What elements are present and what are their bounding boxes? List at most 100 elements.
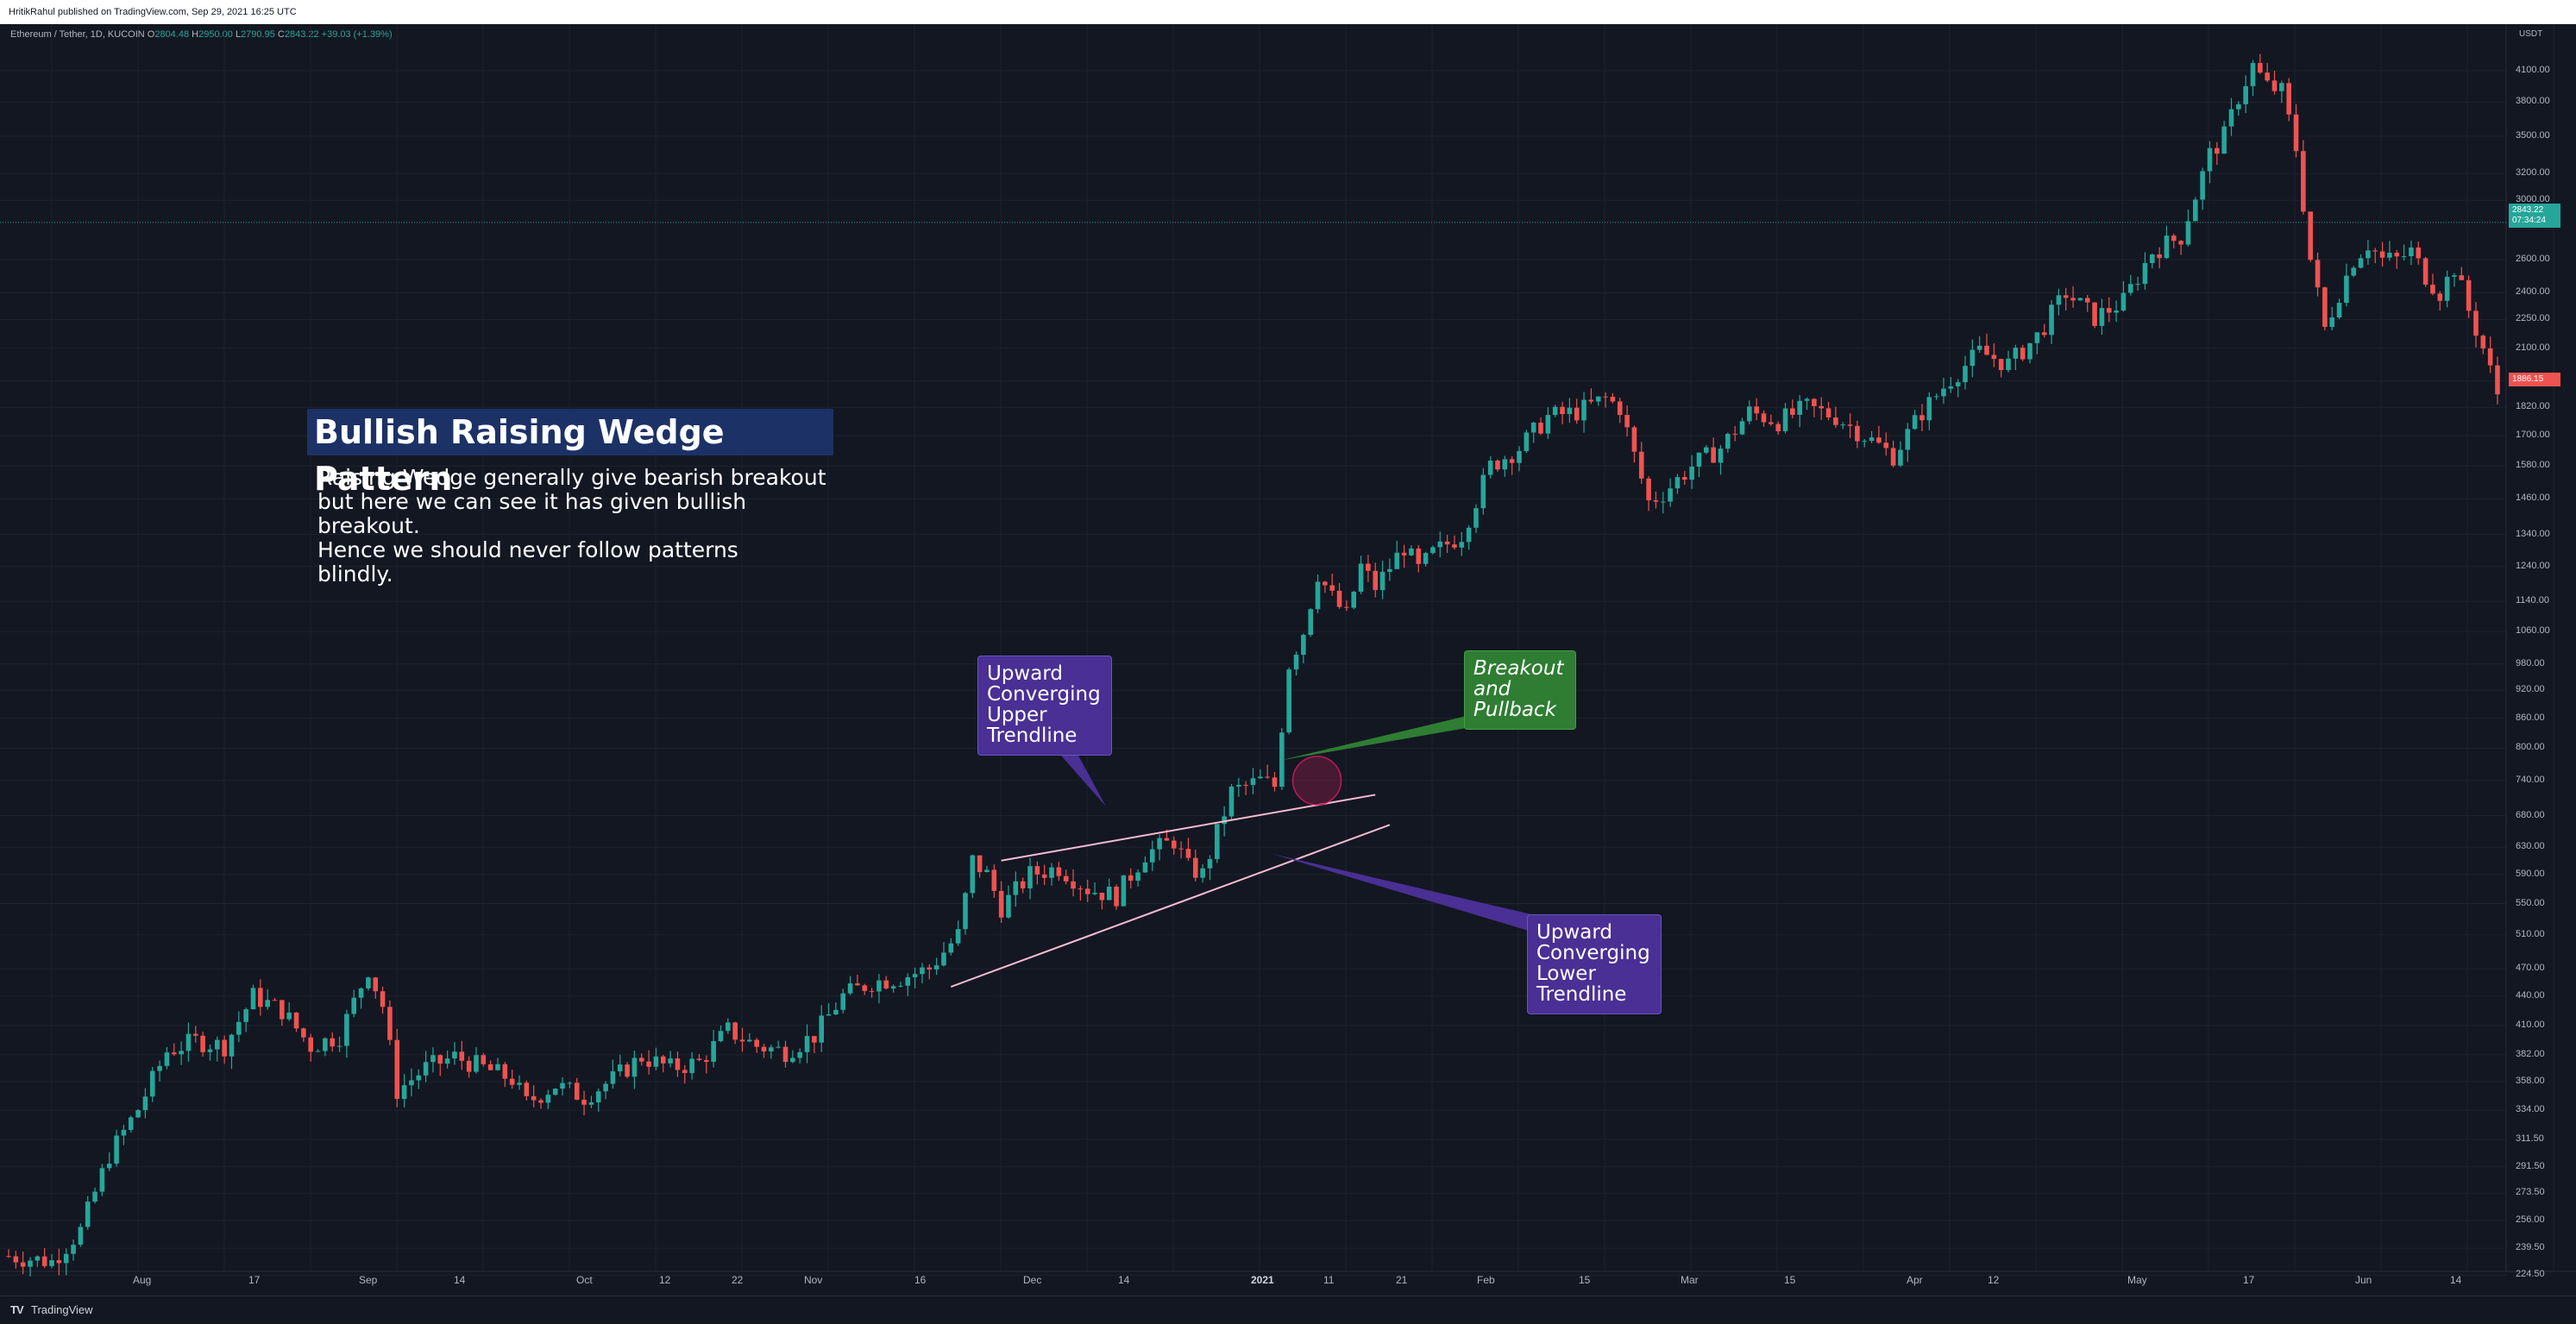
publisher-text: HritikRahul published on TradingView.com… [9, 7, 297, 17]
candle-body [631, 1057, 638, 1077]
x-tick-label: 14 [454, 1274, 466, 1286]
candle-body [2336, 303, 2342, 318]
candle-body [92, 1191, 97, 1202]
x-tick-label: Mar [1681, 1274, 1699, 1286]
candle-body [1373, 570, 1379, 591]
candle-body [1624, 415, 1630, 428]
candle-body [2329, 317, 2335, 328]
candle-body [638, 1057, 644, 1062]
x-tick-label: 2021 [1251, 1274, 1274, 1286]
candle-body [1984, 345, 1989, 355]
candle-body [668, 1058, 673, 1064]
candle-body [1336, 590, 1342, 607]
candle-body [1617, 401, 1623, 416]
candle-body [2178, 241, 2183, 245]
x-tick-label: 17 [248, 1274, 261, 1286]
candle-body [1157, 838, 1162, 850]
candle-body [2215, 147, 2220, 154]
candle-body [265, 1000, 270, 1007]
candle-body [1171, 840, 1177, 849]
candle-body [1286, 669, 1291, 733]
lower-trendline-callout[interactable]: Upward Converging Lower Trendline [1527, 914, 1662, 1014]
upper-trendline-callout[interactable]: Upward Converging Upper Trendline [977, 656, 1112, 756]
callout-line: Upper [987, 704, 1047, 726]
price-chart[interactable] [0, 24, 2576, 1296]
breakout-callout[interactable]: Breakout and Pullback [1464, 650, 1576, 730]
y-tick-label: 273.50 [2516, 1187, 2545, 1198]
y-tick-label: 1240.00 [2516, 560, 2550, 571]
candle-body [545, 1095, 551, 1103]
candle-body [1502, 459, 1508, 470]
candle-body [149, 1070, 155, 1097]
description-line: Hence we should never follow patterns [317, 537, 738, 562]
candle-body [1452, 544, 1457, 548]
candle-body [739, 1039, 745, 1042]
y-tick-label: 470.00 [2516, 963, 2545, 974]
y-tick-label: 3000.00 [2516, 194, 2550, 205]
candle-body [1804, 398, 1810, 401]
candle-body [1775, 424, 1781, 431]
candle-body [207, 1049, 213, 1052]
candle-body [215, 1039, 220, 1050]
candle-body [1747, 406, 1752, 422]
candle-body [366, 977, 371, 988]
candle-body [71, 1245, 76, 1254]
candle-body [1409, 548, 1414, 555]
candle-body [1890, 448, 1896, 466]
candle-body [481, 1055, 487, 1064]
symbol-name: Ethereum / Tether, 1D, KUCOIN [10, 29, 145, 40]
breakout-highlight-circle [1291, 756, 1342, 806]
trendline-lower[interactable] [950, 824, 1391, 988]
lower-callout-pointer [1272, 854, 1531, 932]
candle-body [1078, 888, 1084, 890]
candle-body [718, 1031, 724, 1042]
y-tick-label: 550.00 [2516, 897, 2545, 908]
candle-body [1653, 499, 1659, 502]
candle-body [1545, 415, 1551, 434]
candle-body [2422, 258, 2428, 286]
candle-body [1689, 467, 1694, 480]
pattern-title[interactable]: Bullish Raising Wedge Pattern [307, 409, 833, 498]
candle-body [1215, 824, 1220, 859]
candle-body [1293, 655, 1299, 670]
candle-body [1092, 893, 1097, 894]
low-label: L [235, 29, 242, 40]
trendline-upper[interactable] [1001, 794, 1376, 862]
candle-body [675, 1058, 681, 1070]
candle-body [711, 1041, 716, 1063]
candle-body [437, 1055, 443, 1064]
candle-body [1696, 452, 1702, 467]
open-label: O [147, 29, 155, 40]
x-tick-label: 22 [732, 1274, 744, 1286]
candle-body [49, 1260, 54, 1266]
brand-name[interactable]: TradingView [31, 1303, 93, 1316]
candle-body [1142, 862, 1148, 873]
candle-body [2394, 253, 2400, 257]
candle-body [2171, 235, 2177, 242]
candle-body [430, 1055, 436, 1063]
breakout-callout-pointer [1279, 716, 1467, 761]
candle-body [1976, 345, 1982, 350]
candle-body [2401, 256, 2407, 258]
candle-body [1963, 366, 1968, 383]
candle-body [315, 1051, 321, 1052]
candle-body [1538, 423, 1543, 434]
candle-body [1114, 886, 1119, 907]
candle-body [1099, 893, 1105, 900]
candle-body [250, 988, 256, 1010]
candle-body [833, 1009, 839, 1015]
candle-body [28, 1260, 33, 1267]
candle-body [963, 893, 968, 930]
candle-body [2063, 295, 2069, 298]
candle-body [869, 990, 875, 992]
candle-body [459, 1051, 465, 1061]
tradingview-logo-icon[interactable]: TV [10, 1303, 24, 1316]
pattern-description[interactable]: Raising Wedge generally give bearish bre… [317, 466, 852, 587]
candle-body [20, 1262, 26, 1267]
candle-body [1344, 606, 1349, 608]
candle-body [2207, 147, 2213, 172]
candle-body [1236, 784, 1241, 787]
candle-body [2164, 235, 2170, 259]
candle-body [819, 1015, 825, 1043]
candle-body [1423, 553, 1429, 564]
